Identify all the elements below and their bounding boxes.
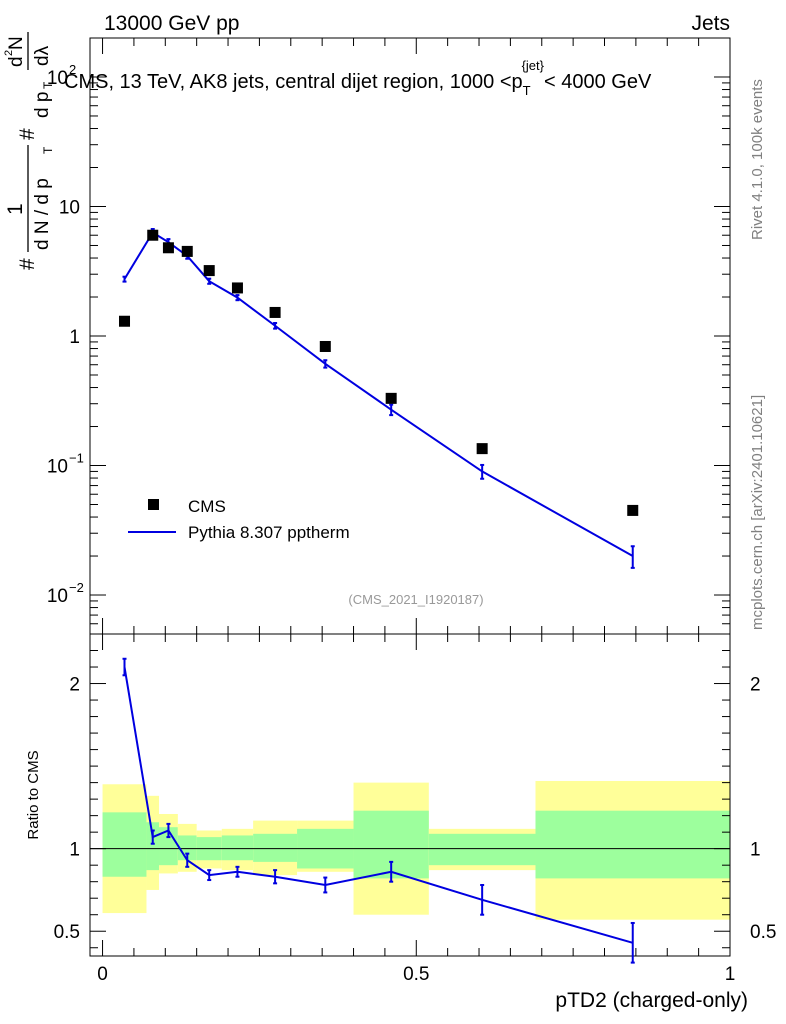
plot-title-suffix: < 4000 GeV bbox=[544, 71, 652, 93]
uncertainty-bands bbox=[102, 780, 730, 920]
cms-data-point bbox=[119, 315, 131, 327]
ratio-tick-labels: 0.5 0.5 1 1 2 2 0 0.5 1 bbox=[54, 675, 777, 985]
inner-band bbox=[253, 833, 298, 862]
y-tick-label: 1 bbox=[69, 327, 80, 348]
cms-data-point bbox=[231, 282, 243, 294]
ratio-y-tick-label-left: 1 bbox=[69, 840, 80, 861]
cms-data-point bbox=[476, 443, 488, 455]
analysis-watermark: (CMS_2021_I1920187) bbox=[348, 592, 483, 607]
x-tick-label: 0.5 bbox=[403, 964, 429, 985]
ratio-panel-frame bbox=[89, 633, 731, 957]
inner-band bbox=[146, 822, 160, 871]
inner-band bbox=[102, 812, 147, 877]
plot-title-sup: {jet} bbox=[522, 58, 545, 73]
y-tick-label: 10 bbox=[47, 586, 68, 607]
y-tick-label-base: 10 bbox=[47, 586, 68, 607]
ylabel-hash-1: # bbox=[16, 258, 39, 270]
ratio-y-tick-label-left: 0.5 bbox=[54, 922, 80, 943]
inner-band bbox=[535, 810, 730, 879]
legend-cms-marker bbox=[148, 499, 159, 510]
rivet-label: Rivet 4.1.0, 100k events bbox=[749, 79, 766, 240]
inner-band bbox=[428, 833, 536, 866]
plot-title-p: p bbox=[512, 71, 523, 93]
energy-label: 13000 GeV pp bbox=[104, 12, 239, 35]
legend-cms-label: CMS bbox=[188, 497, 226, 516]
ylabel-one: 1 bbox=[4, 203, 27, 215]
ylabel-hash-2: # bbox=[16, 128, 39, 140]
plot-title-sub: T bbox=[523, 83, 531, 98]
cms-data-point bbox=[385, 392, 397, 404]
ylabel-sub-t2: T bbox=[41, 81, 55, 89]
legend-mc-label: Pythia 8.307 pptherm bbox=[188, 523, 350, 542]
ratio-y-tick-label-left: 2 bbox=[69, 675, 80, 696]
inner-band bbox=[221, 835, 254, 861]
ylabel-dlambda: dλ bbox=[32, 45, 53, 66]
plot-title: CMS, 13 TeV, AK8 jets, central dijet reg… bbox=[64, 58, 652, 98]
ylabel-sub-t: T bbox=[41, 146, 55, 154]
y-tick-label: 10 bbox=[59, 197, 80, 218]
ratio-panel: 0.5 0.5 1 1 2 2 0 0.5 1 Ratio to CMS pTD2 (charg… bbox=[25, 633, 777, 1012]
x-tick-label: 0 bbox=[97, 964, 108, 985]
main-axis-ticks bbox=[90, 37, 731, 635]
main-panel-frame bbox=[89, 37, 731, 635]
ratio-mc-series bbox=[122, 657, 635, 964]
main-y-axis-label: # 1 d N / d p T # d p T d 2 N dλ bbox=[3, 32, 55, 270]
y-tick-label-base: 10 bbox=[47, 457, 68, 478]
mcplots-label: mcplots.cern.ch [arXiv:2401.10621] bbox=[749, 395, 766, 630]
ylabel-n: N bbox=[6, 36, 27, 50]
cms-data-point bbox=[147, 229, 159, 241]
cms-data-point bbox=[627, 504, 639, 516]
x-tick-label: 1 bbox=[725, 964, 736, 985]
cms-data-point bbox=[319, 340, 331, 352]
cms-data-point bbox=[203, 265, 215, 277]
mc-series bbox=[122, 228, 635, 569]
cms-data-point bbox=[162, 242, 174, 254]
y-tick-label: 10 bbox=[47, 457, 68, 478]
y-tick-label-exponent: −1 bbox=[69, 451, 84, 466]
ylabel-exp-2: 2 bbox=[3, 50, 15, 56]
ratio-y-tick-label-right: 1 bbox=[750, 840, 761, 861]
x-axis-label: pTD2 (charged-only) bbox=[555, 989, 748, 1012]
cms-data-point bbox=[181, 245, 193, 257]
plot-title-prefix: CMS, 13 TeV, AK8 jets, central dijet reg… bbox=[64, 71, 512, 93]
y-tick-label-base: 10 bbox=[47, 68, 68, 89]
ylabel-dn-dpt: d N / d p bbox=[32, 178, 53, 250]
y-tick-label: 10 bbox=[47, 68, 68, 89]
cms-data-point bbox=[269, 306, 281, 318]
cms-data-series bbox=[119, 229, 639, 516]
ylabel-dpt: d p bbox=[32, 92, 53, 118]
y-tick-label-exponent: −2 bbox=[69, 580, 84, 595]
ratio-y-tick-label-right: 0.5 bbox=[750, 922, 776, 943]
ratio-axis-ticks bbox=[90, 634, 731, 956]
category-label: Jets bbox=[691, 12, 730, 35]
ratio-y-tick-label-right: 2 bbox=[750, 675, 761, 696]
ylabel-d: d bbox=[6, 56, 27, 67]
legend: CMS Pythia 8.307 pptherm bbox=[128, 497, 350, 542]
ratio-y-axis-label: Ratio to CMS bbox=[25, 750, 42, 839]
y-tick-label-exponent: 2 bbox=[69, 62, 76, 77]
